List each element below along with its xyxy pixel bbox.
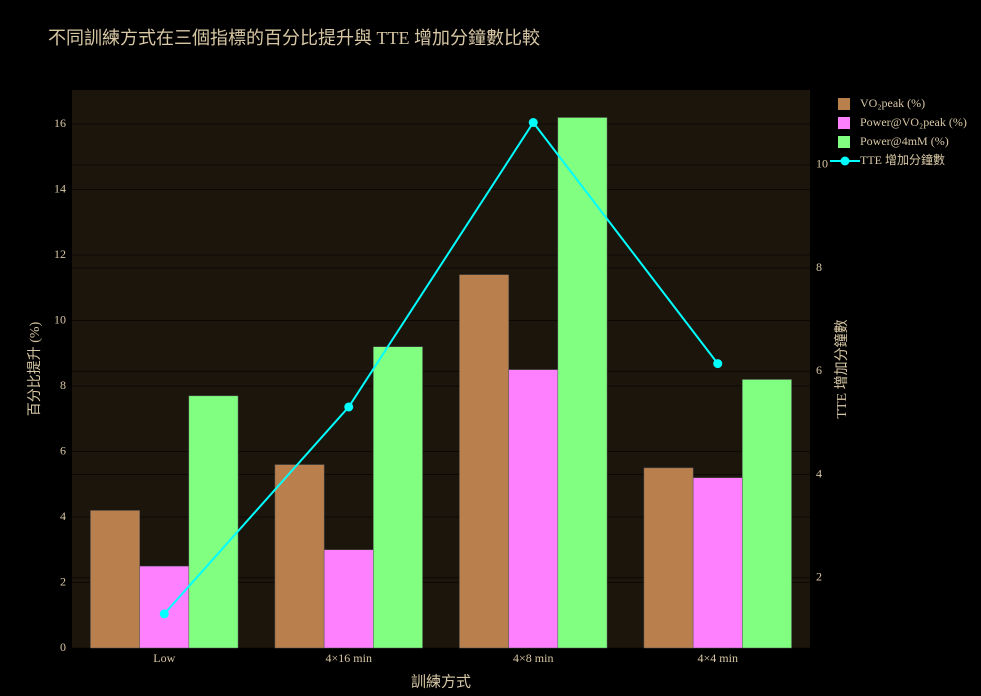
bar [274, 464, 325, 649]
bar [459, 274, 509, 649]
x-tick-label: Low [153, 651, 175, 665]
y-tick-label: 10 [54, 312, 66, 326]
y2-tick-label: 8 [816, 260, 822, 274]
line-marker [528, 118, 538, 128]
legend-label: TTE 增加分鐘數 [860, 152, 945, 167]
y-tick-label: 12 [54, 247, 66, 261]
bar [508, 369, 559, 649]
bar [643, 467, 694, 649]
y2-tick-label: 10 [816, 157, 828, 171]
x-axis-title: 訓練方式 [411, 673, 471, 690]
bar [692, 477, 743, 649]
legend-swatch [838, 117, 850, 129]
legend-label: Power@4mM (%) [860, 134, 949, 148]
legend-swatch [838, 136, 850, 148]
legend-swatch [838, 98, 850, 110]
legend-marker [840, 156, 850, 166]
y-tick-label: 0 [60, 640, 66, 654]
y-tick-label: 8 [60, 378, 66, 392]
chart-title: 不同訓練方式在三個指標的百分比提升與 TTE 增加分鐘數比較 [48, 28, 540, 48]
bar [139, 565, 190, 649]
y2-tick-label: 2 [816, 570, 822, 584]
y-tick-label: 6 [60, 443, 66, 457]
line-marker [159, 609, 169, 619]
y2-tick-label: 6 [816, 363, 822, 377]
y-tick-label: 2 [60, 574, 66, 588]
line [163, 120, 719, 615]
y-tick-label: 14 [54, 181, 66, 195]
y2-tick-label: 4 [816, 466, 822, 480]
x-tick-label: 4×4 min [698, 651, 738, 665]
legend-label: Power@VO₂peak (%) [860, 115, 967, 129]
x-tick-label: 4×8 min [513, 651, 553, 665]
bar [323, 549, 374, 649]
y-axis-title: 百分比提升 (%) [27, 321, 43, 416]
y2-axis-title: TTE 增加分鐘數 [833, 319, 850, 418]
line-marker [344, 402, 354, 412]
y-tick-label: 16 [54, 116, 66, 130]
bar [90, 510, 140, 649]
legend-label: VO₂peak (%) [860, 96, 925, 110]
bar [742, 379, 792, 649]
x-tick-label: 4×16 min [326, 651, 372, 665]
bar [188, 395, 239, 649]
bar [557, 117, 608, 649]
line-marker [713, 359, 723, 369]
bar [373, 346, 423, 649]
y-tick-label: 4 [60, 509, 66, 523]
